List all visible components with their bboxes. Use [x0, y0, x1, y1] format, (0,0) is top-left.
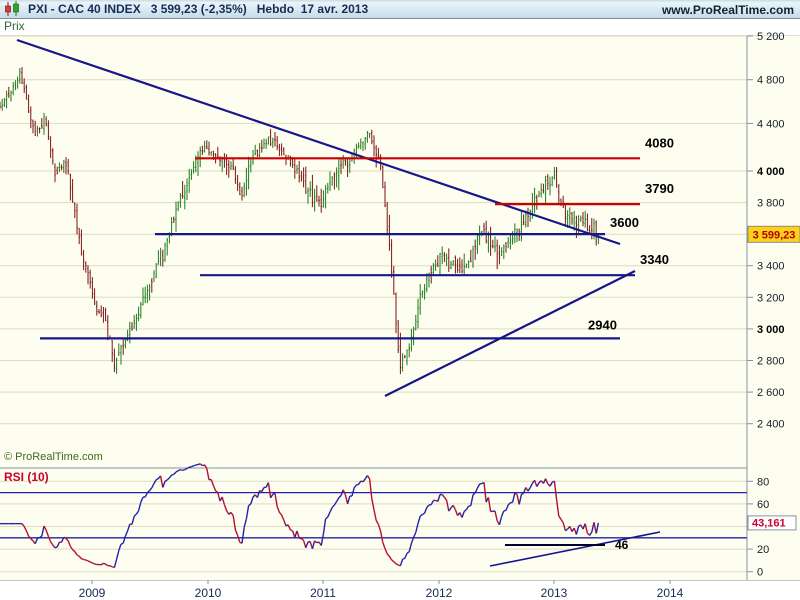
svg-text:2012: 2012 [426, 586, 453, 600]
svg-text:2013: 2013 [541, 586, 568, 600]
svg-text:4080: 4080 [645, 135, 674, 150]
svg-text:3790: 3790 [645, 181, 674, 196]
svg-text:3 599,23: 3 599,23 [753, 229, 796, 241]
svg-text:0: 0 [757, 567, 763, 579]
svg-text:4 000: 4 000 [757, 166, 785, 178]
svg-text:5 200: 5 200 [757, 31, 785, 43]
svg-text:4 800: 4 800 [757, 75, 785, 87]
svg-text:2 600: 2 600 [757, 387, 785, 399]
svg-text:© ProRealTime.com: © ProRealTime.com [4, 451, 103, 463]
svg-text:2010: 2010 [195, 586, 222, 600]
svg-text:4 400: 4 400 [757, 118, 785, 130]
svg-text:3340: 3340 [640, 252, 669, 267]
svg-text:3 200: 3 200 [757, 292, 785, 304]
svg-text:2940: 2940 [588, 317, 617, 332]
svg-text:2014: 2014 [657, 586, 684, 600]
svg-text:3 000: 3 000 [757, 324, 785, 336]
svg-text:43,161: 43,161 [752, 517, 786, 529]
svg-text:46: 46 [615, 538, 629, 552]
svg-text:3 800: 3 800 [757, 198, 785, 210]
svg-text:3 400: 3 400 [757, 261, 785, 273]
svg-text:60: 60 [757, 499, 769, 511]
svg-text:3600: 3600 [610, 215, 639, 230]
svg-text:2 800: 2 800 [757, 356, 785, 368]
svg-text:2011: 2011 [310, 586, 336, 600]
svg-text:2 400: 2 400 [757, 419, 785, 431]
svg-text:20: 20 [757, 544, 769, 556]
svg-text:2009: 2009 [79, 586, 106, 600]
svg-text:RSI (10): RSI (10) [4, 470, 49, 484]
svg-text:80: 80 [757, 476, 769, 488]
